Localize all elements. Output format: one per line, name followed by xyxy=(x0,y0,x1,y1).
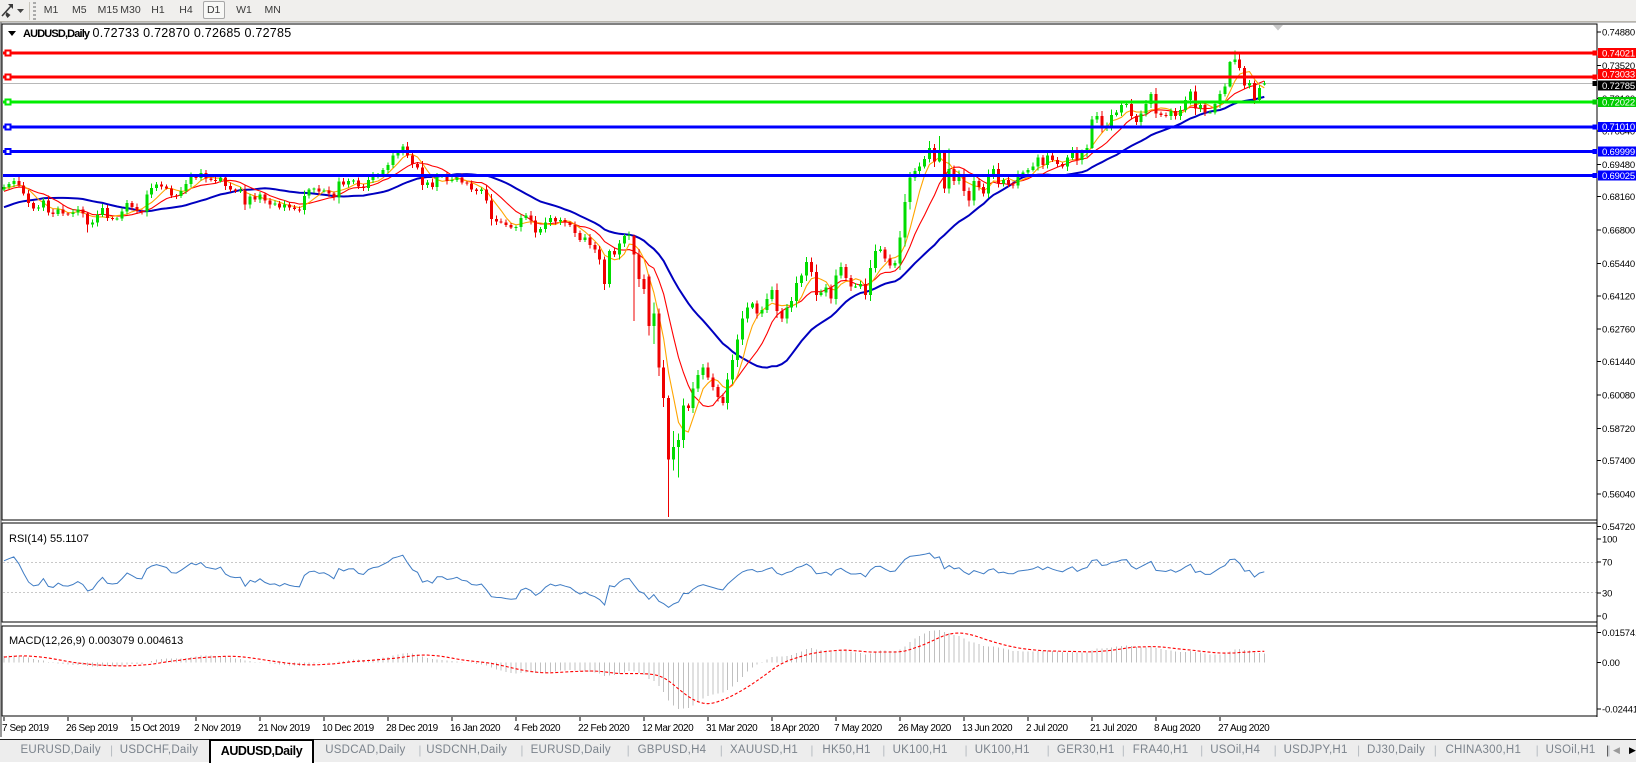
svg-text:0.00: 0.00 xyxy=(1602,658,1620,669)
svg-text:0.74021: 0.74021 xyxy=(1602,48,1635,59)
svg-text:MACD(12,26,9) 0.003079 0.00461: MACD(12,26,9) 0.003079 0.004613 xyxy=(9,635,183,647)
svg-text:4 Feb 2020: 4 Feb 2020 xyxy=(514,723,561,734)
svg-text:16 Jan 2020: 16 Jan 2020 xyxy=(450,723,501,734)
svg-text:RSI(14) 55.1107: RSI(14) 55.1107 xyxy=(9,533,89,545)
svg-text:0.69480: 0.69480 xyxy=(1602,160,1635,171)
svg-text:15 Oct 2019: 15 Oct 2019 xyxy=(130,723,180,734)
svg-text:28 Dec 2019: 28 Dec 2019 xyxy=(386,723,439,734)
svg-text:0.72733 0.72870 0.72685 0.7278: 0.72733 0.72870 0.72685 0.72785 xyxy=(93,26,292,40)
svg-text:12 Mar 2020: 12 Mar 2020 xyxy=(642,723,694,734)
svg-text:13 Jun 2020: 13 Jun 2020 xyxy=(962,723,1013,734)
svg-text:0.74880: 0.74880 xyxy=(1602,27,1635,38)
svg-text:70: 70 xyxy=(1602,558,1612,569)
svg-text:18 Apr 2020: 18 Apr 2020 xyxy=(770,723,820,734)
svg-text:0.72022: 0.72022 xyxy=(1602,97,1635,108)
svg-text:0: 0 xyxy=(1602,612,1607,623)
svg-text:0.71010: 0.71010 xyxy=(1602,122,1635,133)
svg-text:26 Sep 2019: 26 Sep 2019 xyxy=(66,723,119,734)
svg-text:31 Mar 2020: 31 Mar 2020 xyxy=(706,723,758,734)
svg-text:0.56040: 0.56040 xyxy=(1602,490,1635,501)
svg-text:10 Dec 2019: 10 Dec 2019 xyxy=(322,723,375,734)
svg-text:0.73520: 0.73520 xyxy=(1602,61,1635,72)
svg-text:0.64120: 0.64120 xyxy=(1602,291,1635,302)
svg-text:0.015741: 0.015741 xyxy=(1602,628,1636,639)
svg-text:0.58720: 0.58720 xyxy=(1602,424,1635,435)
svg-text:100: 100 xyxy=(1602,535,1617,546)
svg-text:0.73033: 0.73033 xyxy=(1602,69,1635,80)
svg-text:0.61440: 0.61440 xyxy=(1602,357,1635,368)
svg-text:2 Jul 2020: 2 Jul 2020 xyxy=(1026,723,1069,734)
svg-text:7 May 2020: 7 May 2020 xyxy=(834,723,883,734)
svg-text:30: 30 xyxy=(1602,588,1612,599)
svg-text:0.62760: 0.62760 xyxy=(1602,325,1635,336)
svg-text:7 Sep 2019: 7 Sep 2019 xyxy=(2,723,50,734)
svg-text:22 Feb 2020: 22 Feb 2020 xyxy=(578,723,630,734)
svg-text:-0.024416: -0.024416 xyxy=(1602,704,1636,715)
svg-text:0.57400: 0.57400 xyxy=(1602,456,1635,467)
svg-text:0.66800: 0.66800 xyxy=(1602,226,1635,237)
svg-text:AUDUSD,Daily: AUDUSD,Daily xyxy=(23,28,91,40)
svg-text:8 Aug 2020: 8 Aug 2020 xyxy=(1154,723,1201,734)
svg-text:26 May 2020: 26 May 2020 xyxy=(898,723,952,734)
svg-text:0.72785: 0.72785 xyxy=(1602,81,1635,92)
svg-text:21 Nov 2019: 21 Nov 2019 xyxy=(258,723,311,734)
svg-text:0.65440: 0.65440 xyxy=(1602,259,1635,270)
svg-text:27 Aug 2020: 27 Aug 2020 xyxy=(1218,723,1270,734)
svg-text:0.54720: 0.54720 xyxy=(1602,522,1635,533)
svg-text:0.69999: 0.69999 xyxy=(1602,147,1635,158)
svg-text:2 Nov 2019: 2 Nov 2019 xyxy=(194,723,242,734)
svg-text:0.70840: 0.70840 xyxy=(1602,127,1635,138)
svg-text:0.69025: 0.69025 xyxy=(1602,171,1635,182)
svg-text:0.68160: 0.68160 xyxy=(1602,192,1635,203)
svg-text:21 Jul 2020: 21 Jul 2020 xyxy=(1090,723,1138,734)
svg-text:0.60080: 0.60080 xyxy=(1602,390,1635,401)
